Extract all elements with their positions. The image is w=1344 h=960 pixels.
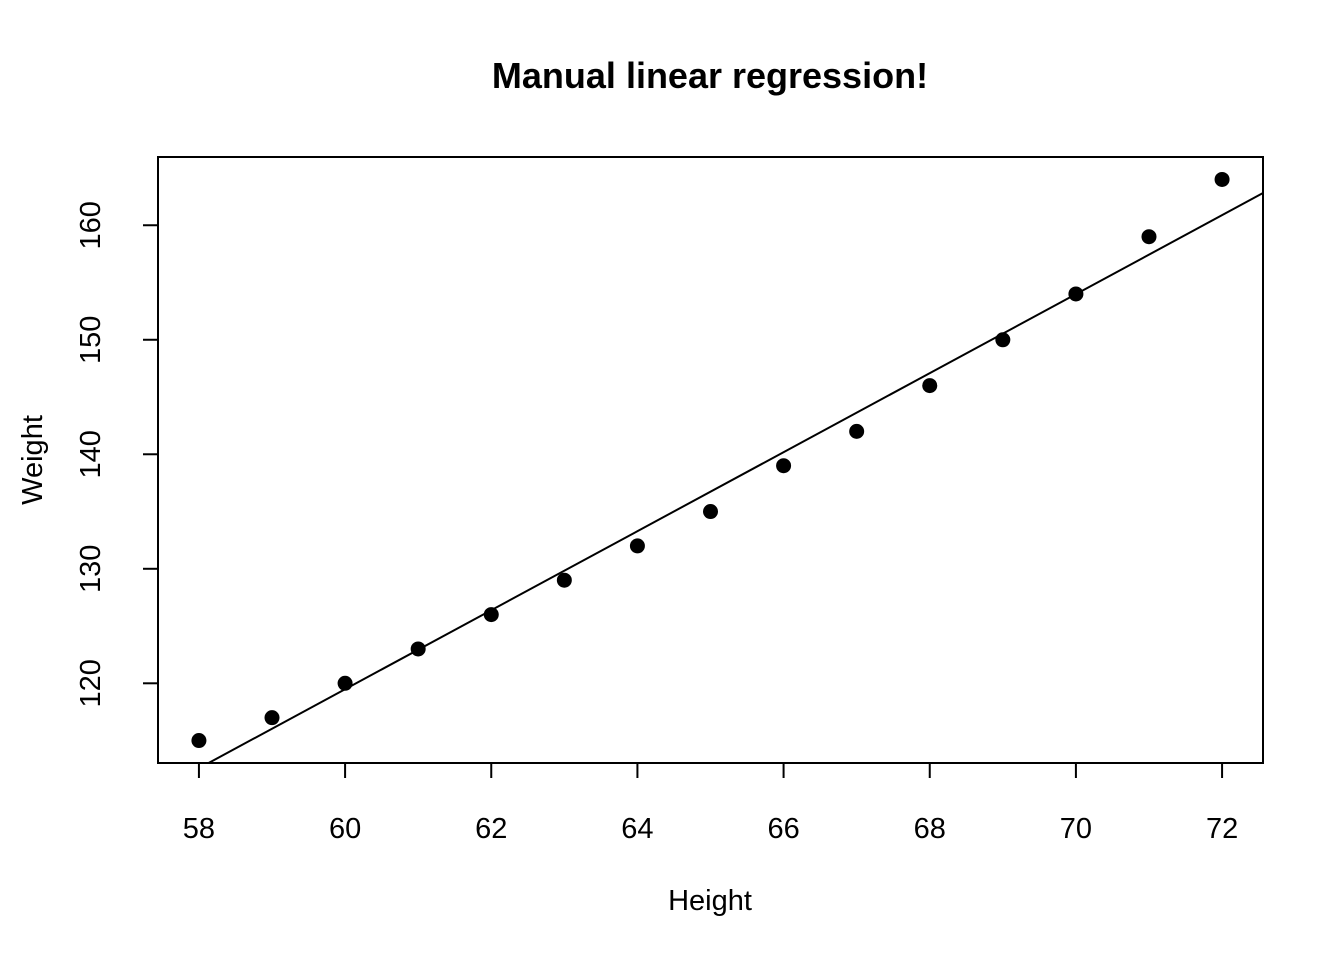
x-tick-label: 68 <box>914 813 946 845</box>
x-tick-label: 72 <box>1206 813 1238 845</box>
data-point <box>483 607 499 623</box>
y-tick-label: 140 <box>75 430 107 478</box>
data-point <box>1214 171 1230 187</box>
data-point <box>337 675 353 691</box>
x-tick-label: 58 <box>183 813 215 845</box>
data-point <box>995 332 1011 348</box>
y-axis-ticks: 120 130 140 150 160 <box>75 201 158 707</box>
x-tick-label: 60 <box>329 813 361 845</box>
x-tick-label: 64 <box>621 813 653 845</box>
x-axis-label: Height <box>668 885 752 917</box>
y-tick-label: 160 <box>75 201 107 249</box>
data-points <box>191 171 1230 749</box>
y-axis-label: Weight <box>17 415 49 505</box>
y-tick-label: 120 <box>75 659 107 707</box>
y-tick-label: 130 <box>75 545 107 593</box>
x-tick-label: 62 <box>475 813 507 845</box>
data-point <box>849 423 865 439</box>
data-point <box>1068 286 1084 302</box>
fitted-line <box>208 192 1264 764</box>
x-tick-label: 70 <box>1060 813 1092 845</box>
plot-title: Manual linear regression! <box>492 55 928 96</box>
data-point <box>191 733 207 749</box>
plot-box-border <box>157 156 1264 764</box>
data-point <box>629 538 645 554</box>
data-point <box>922 378 938 394</box>
y-tick-label: 150 <box>75 316 107 364</box>
regression-line <box>208 192 1264 764</box>
x-axis-ticks: 58 60 62 64 66 68 70 72 <box>183 763 1238 845</box>
data-point <box>556 572 572 588</box>
data-point <box>264 710 280 726</box>
data-point <box>1141 229 1157 245</box>
data-point <box>703 504 718 520</box>
data-point <box>776 458 792 474</box>
x-tick-label: 66 <box>767 813 799 845</box>
data-point <box>410 641 426 657</box>
